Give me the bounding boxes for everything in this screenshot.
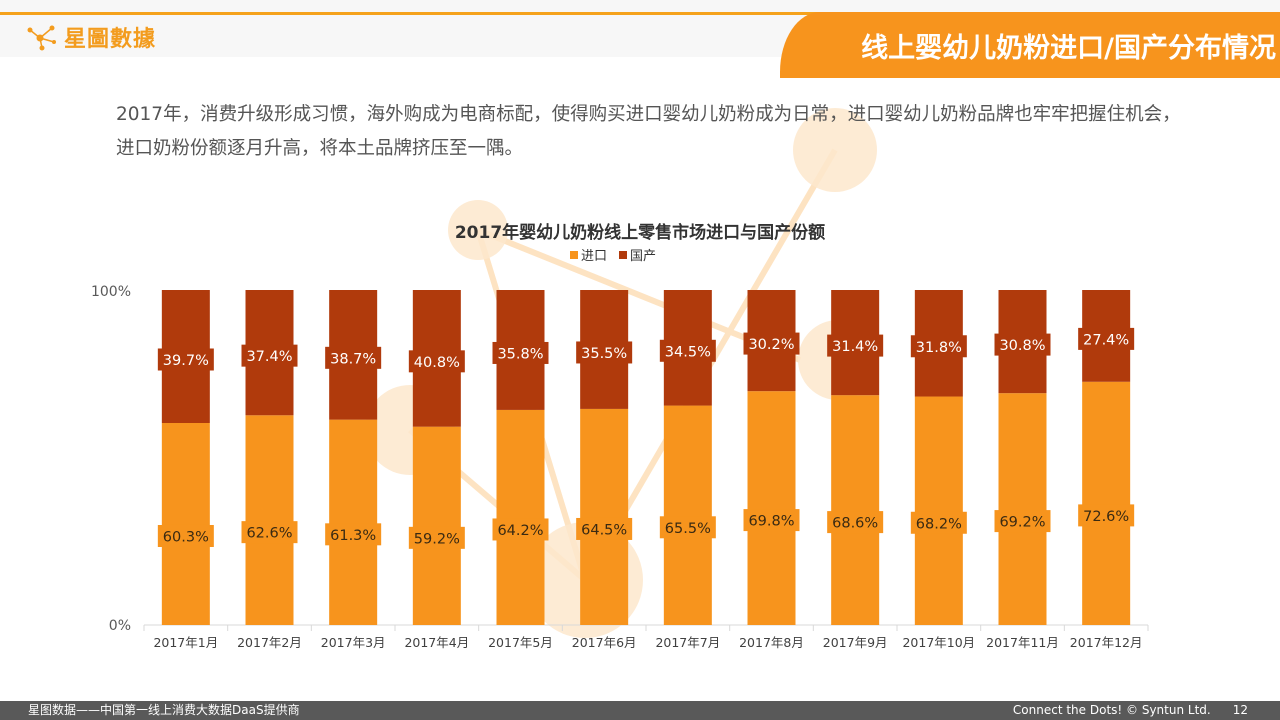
data-label-bg-import <box>827 511 884 534</box>
bar-import <box>914 396 963 625</box>
data-label-import: 68.2% <box>916 516 962 532</box>
title-tab: 线上婴幼儿奶粉进口/国产分布情况 <box>780 12 1280 78</box>
data-label-domestic: 39.7% <box>163 353 209 369</box>
bar-import <box>747 391 796 625</box>
data-label-import: 65.5% <box>665 521 711 537</box>
bar-import <box>663 405 712 625</box>
legend-swatch-domestic <box>619 250 628 259</box>
bar-import <box>496 409 545 625</box>
data-label-bg-import <box>994 510 1051 533</box>
bar-import <box>412 426 461 625</box>
bar-import <box>245 415 294 625</box>
data-label-import: 64.2% <box>497 523 543 539</box>
bar-import <box>831 395 880 625</box>
data-label-bg-domestic <box>408 350 465 373</box>
data-label-bg-domestic <box>910 335 967 358</box>
page-number: 12 <box>1232 703 1248 717</box>
data-label-bg-domestic <box>576 341 633 364</box>
x-tick-label: 2017年11月 <box>986 635 1059 650</box>
bar-import <box>329 419 378 625</box>
bar-import <box>1082 381 1131 625</box>
data-label-import: 69.8% <box>748 514 794 530</box>
data-label-bg-domestic <box>492 341 549 364</box>
x-tick-label: 2017年7月 <box>655 635 720 650</box>
x-tick-label: 2017年10月 <box>902 635 975 650</box>
x-tick-label: 2017年9月 <box>823 635 888 650</box>
data-label-domestic: 30.8% <box>999 338 1045 354</box>
y-tick-label: 100% <box>91 284 131 300</box>
data-label-domestic: 34.5% <box>665 344 711 360</box>
bar-import <box>580 408 629 625</box>
data-label-import: 68.6% <box>832 516 878 532</box>
footer-bar: 星图数据——中国第一线上消费大数据DaaS提供商 Connect the Dot… <box>0 701 1280 720</box>
header-accent-line <box>0 12 1280 15</box>
data-label-import: 62.6% <box>246 526 292 542</box>
x-tick-label: 2017年1月 <box>153 635 218 650</box>
data-label-bg-domestic <box>827 334 884 357</box>
legend-label-import: 进口 <box>581 249 608 264</box>
data-label-domestic: 40.8% <box>414 355 460 371</box>
data-label-bg-import <box>910 511 967 534</box>
x-tick-label: 2017年4月 <box>404 635 469 650</box>
data-label-bg-domestic <box>325 346 382 369</box>
data-label-import: 72.6% <box>1083 509 1129 525</box>
x-tick-label: 2017年2月 <box>237 635 302 650</box>
data-label-bg-import <box>241 521 298 544</box>
footer-tagline: 星图数据——中国第一线上消费大数据DaaS提供商 <box>28 703 300 717</box>
x-tick-label: 2017年8月 <box>739 635 804 650</box>
data-label-domestic: 37.4% <box>246 349 292 365</box>
legend-swatch-import <box>570 250 578 259</box>
y-tick-label: 0% <box>109 618 131 634</box>
page-title: 线上婴幼儿奶粉进口/国产分布情况 <box>861 32 1276 64</box>
data-label-bg-import <box>743 509 800 532</box>
x-tick-label: 2017年3月 <box>321 635 386 650</box>
data-label-import: 64.5% <box>581 522 627 538</box>
data-label-bg-domestic <box>743 332 800 355</box>
x-tick-label: 2017年12月 <box>1070 635 1143 650</box>
data-label-bg-import <box>1078 504 1135 527</box>
data-label-import: 60.3% <box>163 529 209 545</box>
legend-item-import: 进口 <box>570 245 607 264</box>
data-label-bg-domestic <box>1078 327 1135 350</box>
legend-label-domestic: 国产 <box>630 249 657 264</box>
chart-title: 2017年婴幼儿奶粉线上零售市场进口与国产份额 <box>454 223 826 243</box>
data-label-domestic: 27.4% <box>1083 332 1129 348</box>
data-label-domestic: 35.8% <box>497 346 543 362</box>
data-label-bg-domestic <box>994 333 1051 356</box>
data-label-bg-domestic <box>241 344 298 367</box>
constellation-logo-icon <box>27 25 56 51</box>
data-label-bg-domestic <box>157 348 214 371</box>
data-label-domestic: 35.5% <box>581 346 627 362</box>
data-label-bg-import <box>576 517 633 540</box>
data-label-bg-import <box>659 516 716 539</box>
x-tick-label: 2017年5月 <box>488 635 553 650</box>
data-label-domestic: 38.7% <box>330 351 376 367</box>
intro-paragraph: 2017年，消费升级形成习惯，海外购成为电商标配，使得购买进口婴幼儿奶粉成为日常… <box>116 104 1181 159</box>
bar-import <box>998 393 1047 625</box>
data-label-bg-import <box>492 518 549 541</box>
data-label-domestic: 31.8% <box>916 340 962 356</box>
data-label-bg-domestic <box>659 339 716 362</box>
brand-logo-text: 星圖數據 <box>64 27 157 52</box>
chart-legend: 进口 国产 <box>570 245 656 264</box>
data-label-import: 69.2% <box>999 515 1045 531</box>
data-label-bg-import <box>408 526 465 549</box>
brand-logo[interactable]: 星圖數據 <box>26 22 156 52</box>
data-label-domestic: 31.4% <box>832 339 878 355</box>
footer-slogan: Connect the Dots! © Syntun Ltd. <box>1012 703 1211 717</box>
bar-import <box>161 422 210 625</box>
data-label-import: 59.2% <box>414 531 460 547</box>
data-label-import: 61.3% <box>330 528 376 544</box>
x-tick-label: 2017年6月 <box>572 635 637 650</box>
legend-item-domestic: 国产 <box>619 245 656 264</box>
data-label-domestic: 30.2% <box>748 337 794 353</box>
footer-right: Connect the Dots! © Syntun Ltd. 12 <box>1013 701 1248 720</box>
data-label-bg-import <box>325 523 382 546</box>
data-label-bg-import <box>157 524 214 547</box>
